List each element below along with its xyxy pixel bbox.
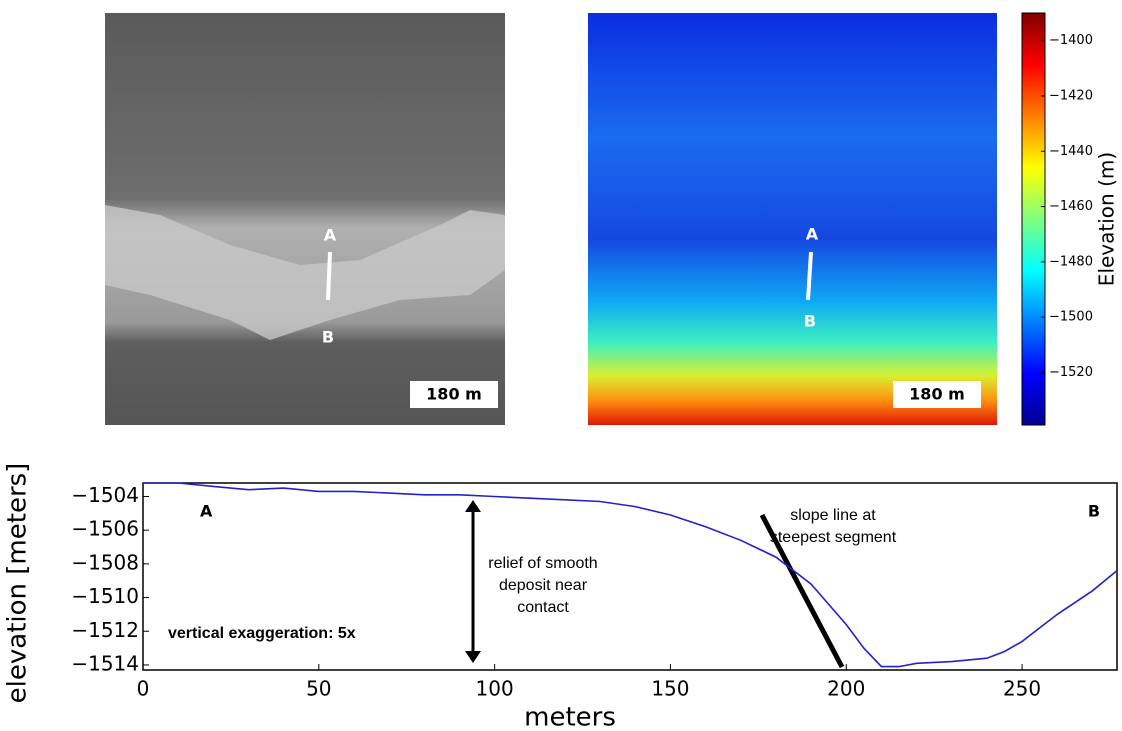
- y-tick-label: −1512: [71, 618, 139, 642]
- point-label: A: [200, 502, 213, 521]
- colorbar-tick-label: −1440: [1049, 144, 1093, 159]
- exaggeration-note: vertical exaggeration: 5x: [168, 625, 356, 642]
- x-tick-label: 250: [1003, 677, 1041, 701]
- y-tick-label: −1508: [71, 550, 139, 574]
- colorbar-tick-label: −1500: [1049, 310, 1093, 325]
- colorbar-tick-label: −1400: [1049, 33, 1093, 48]
- colorbar-tick-label: −1420: [1049, 88, 1093, 103]
- elevation-image: [588, 13, 997, 425]
- x-tick-label: 150: [651, 677, 689, 701]
- profile-line: [328, 252, 330, 300]
- y-tick-label: −1504: [71, 483, 139, 507]
- x-axis-label: meters: [524, 703, 616, 731]
- colorbar-tick-label: −1480: [1049, 254, 1093, 269]
- x-tick-label: 0: [137, 677, 150, 701]
- scale-bar-label: 180 m: [426, 385, 482, 404]
- y-tick-label: −1514: [71, 651, 139, 675]
- point-label: B: [804, 312, 816, 331]
- relief-note: relief of smooth deposit near contact: [478, 553, 608, 619]
- point-label: B: [1088, 502, 1100, 521]
- point-label: A: [806, 225, 819, 244]
- y-tick-label: −1506: [71, 517, 139, 541]
- point-label: A: [324, 226, 337, 245]
- y-axis-label: elevation [meters]: [3, 463, 33, 704]
- chart: A B 180 m A B 180 m −1400 −1420 −1440 −1460…: [0, 0, 1122, 731]
- point-label: B: [322, 328, 334, 347]
- colorbar: [1022, 13, 1045, 425]
- scale-bar-label: 180 m: [909, 385, 965, 404]
- x-tick-label: 100: [476, 677, 514, 701]
- colorbar-label: Elevation (m): [1095, 152, 1119, 286]
- figure: A B 180 m A B 180 m −1400 −1420 −1440 −1460…: [0, 0, 1122, 731]
- x-tick-label: 200: [827, 677, 865, 701]
- colorbar-tick-label: −1460: [1049, 199, 1093, 214]
- y-tick-label: −1510: [71, 584, 139, 608]
- colorbar-tick-label: −1520: [1049, 365, 1093, 380]
- x-tick-label: 50: [306, 677, 331, 701]
- slope-note: slope line at steepest segment: [768, 505, 898, 549]
